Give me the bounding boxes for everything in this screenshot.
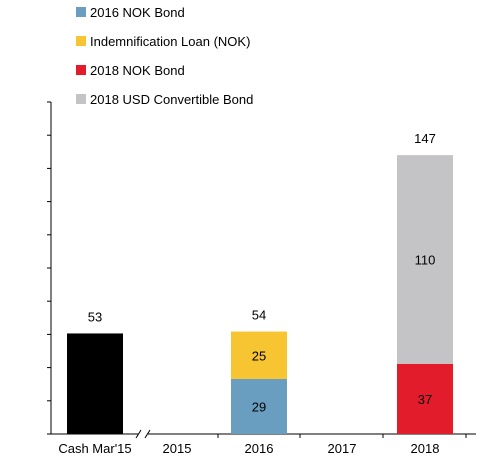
bar-2018-nok-bond-2018 [397,363,453,434]
legend-swatch-2018-usd-convertible-bond [76,94,86,104]
x-tick-label-2018: 2018 [411,441,440,456]
legend-label-2018-usd-convertible-bond: 2018 USD Convertible Bond [90,92,253,107]
legend-label-2018-nok-bond: 2018 NOK Bond [90,63,185,78]
bar-2016-nok-bond-2016 [231,378,287,434]
x-tick-label-cash-mar-15: Cash Mar'15 [58,441,131,456]
data-label-indemnification-loan-nok-2016: 25 [252,348,266,363]
data-label-2018-usd-convertible-bond-2018: 110 [415,252,436,267]
total-label-cash-mar-15: 53 [88,309,102,324]
legend-swatch-2018-nok-bond [76,65,86,75]
x-tick-label-2016: 2016 [245,441,274,456]
axis-break-mark-2 [144,429,151,439]
bar-indemnification-loan-nok-2016 [231,331,287,379]
total-label-2018: 147 [414,131,436,146]
chart-labels: 29 25 37 110 53 54 147 [88,131,436,414]
axis-break-mark-1 [135,429,142,439]
total-label-2016: 54 [252,308,266,323]
x-tick-label-2017: 2017 [328,441,357,456]
x-tick-label-2015: 2015 [163,441,192,456]
legend-swatch-2016-nok-bond [76,7,86,17]
bar-cash-cash-mar-15 [67,333,123,434]
legend-label-indemnification-loan-nok: Indemnification Loan (NOK) [90,34,250,49]
data-label-2018-nok-bond-2018: 37 [418,392,432,407]
legend-swatch-indemnification-loan-nok [76,36,86,46]
chart-bars [67,155,453,434]
legend-label-2016-nok-bond: 2016 NOK Bond [90,5,185,20]
data-label-2016-nok-bond-2016: 29 [252,399,266,414]
chart-legend: 2016 NOK Bond Indemnification Loan (NOK) 2… [76,5,253,107]
bar-2018-usd-convertible-bond-2018 [397,155,453,364]
